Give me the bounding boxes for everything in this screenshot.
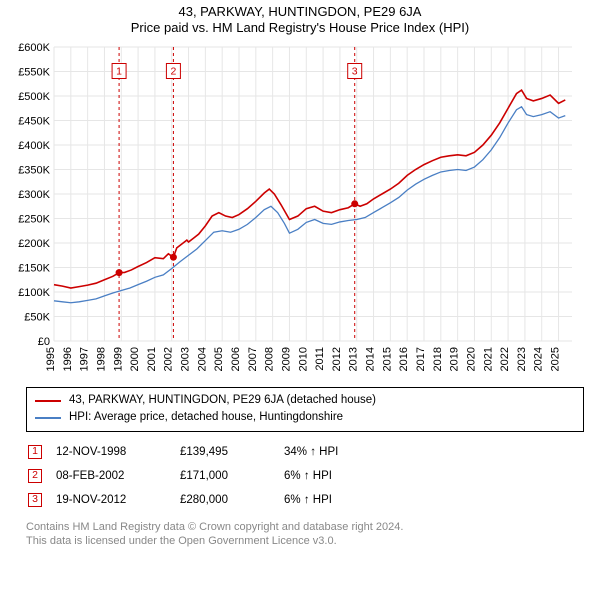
svg-text:2013: 2013 [348, 347, 360, 371]
legend-label: 43, PARKWAY, HUNTINGDON, PE29 6JA (detac… [69, 392, 376, 409]
legend-item: HPI: Average price, detached house, Hunt… [35, 409, 575, 426]
sale-marker-icon: 2 [28, 469, 42, 483]
table-row: 3 19-NOV-2012 £280,000 6% ↑ HPI [28, 488, 584, 512]
svg-text:£150K: £150K [18, 263, 50, 275]
sale-date: 19-NOV-2012 [56, 494, 166, 506]
svg-text:2006: 2006 [230, 347, 242, 371]
sale-price: £280,000 [180, 494, 270, 506]
sale-diff: 34% ↑ HPI [284, 446, 338, 458]
sale-date: 12-NOV-1998 [56, 446, 166, 458]
svg-text:2016: 2016 [398, 347, 410, 371]
svg-text:2012: 2012 [331, 347, 343, 371]
svg-text:1996: 1996 [62, 347, 74, 371]
svg-text:2020: 2020 [465, 347, 477, 371]
svg-text:2023: 2023 [516, 347, 528, 371]
svg-text:1998: 1998 [95, 347, 107, 371]
table-row: 2 08-FEB-2002 £171,000 6% ↑ HPI [28, 464, 584, 488]
footer-line: Contains HM Land Registry data © Crown c… [26, 520, 584, 535]
sale-marker-icon: 1 [28, 445, 42, 459]
svg-text:£100K: £100K [18, 287, 50, 299]
svg-text:1997: 1997 [79, 347, 91, 371]
svg-text:£50K: £50K [24, 312, 50, 324]
svg-text:£350K: £350K [18, 165, 50, 177]
svg-text:2010: 2010 [297, 347, 309, 371]
svg-text:£300K: £300K [18, 189, 50, 201]
svg-text:2021: 2021 [482, 347, 494, 371]
svg-text:2024: 2024 [533, 347, 545, 371]
legend-label: HPI: Average price, detached house, Hunt… [69, 409, 343, 426]
svg-text:£600K: £600K [18, 42, 50, 54]
svg-text:£250K: £250K [18, 214, 50, 226]
legend: 43, PARKWAY, HUNTINGDON, PE29 6JA (detac… [26, 387, 584, 432]
table-row: 1 12-NOV-1998 £139,495 34% ↑ HPI [28, 440, 584, 464]
svg-text:2003: 2003 [180, 347, 192, 371]
svg-text:£0: £0 [38, 336, 50, 348]
svg-text:2008: 2008 [264, 347, 276, 371]
sale-price: £139,495 [180, 446, 270, 458]
svg-text:2009: 2009 [280, 347, 292, 371]
svg-text:2025: 2025 [550, 347, 562, 371]
svg-text:2011: 2011 [314, 347, 326, 371]
svg-text:2014: 2014 [365, 347, 377, 371]
sale-date: 08-FEB-2002 [56, 470, 166, 482]
svg-text:2002: 2002 [163, 347, 175, 371]
svg-text:2007: 2007 [247, 347, 259, 371]
svg-text:£400K: £400K [18, 140, 50, 152]
page-title: 43, PARKWAY, HUNTINGDON, PE29 6JA [8, 4, 592, 19]
footer-attribution: Contains HM Land Registry data © Crown c… [26, 520, 584, 550]
svg-text:1999: 1999 [112, 347, 124, 371]
sale-price: £171,000 [180, 470, 270, 482]
svg-text:2019: 2019 [449, 347, 461, 371]
svg-text:2004: 2004 [196, 347, 208, 371]
svg-text:2001: 2001 [146, 347, 158, 371]
svg-text:2015: 2015 [381, 347, 393, 371]
svg-text:£500K: £500K [18, 91, 50, 103]
svg-text:£450K: £450K [18, 116, 50, 128]
svg-text:2022: 2022 [499, 347, 511, 371]
sales-table: 1 12-NOV-1998 £139,495 34% ↑ HPI 2 08-FE… [28, 440, 584, 512]
price-chart: £0 £50K £100K £150K £200K £250K £300K £350K £400… [8, 41, 592, 381]
svg-text:2017: 2017 [415, 347, 427, 371]
svg-text:2000: 2000 [129, 347, 141, 371]
legend-item: 43, PARKWAY, HUNTINGDON, PE29 6JA (detac… [35, 392, 575, 409]
page-subtitle: Price paid vs. HM Land Registry's House … [8, 20, 592, 35]
svg-text:1995: 1995 [45, 347, 57, 371]
sale-diff: 6% ↑ HPI [284, 470, 332, 482]
svg-text:2: 2 [170, 66, 176, 78]
svg-text:2005: 2005 [213, 347, 225, 371]
svg-text:3: 3 [352, 66, 358, 78]
svg-text:£550K: £550K [18, 67, 50, 79]
svg-text:£200K: £200K [18, 238, 50, 250]
svg-text:1: 1 [116, 66, 122, 78]
legend-swatch [35, 400, 61, 402]
sale-diff: 6% ↑ HPI [284, 494, 332, 506]
sale-marker-icon: 3 [28, 493, 42, 507]
legend-swatch [35, 417, 61, 419]
footer-line: This data is licensed under the Open Gov… [26, 534, 584, 549]
svg-text:2018: 2018 [432, 347, 444, 371]
